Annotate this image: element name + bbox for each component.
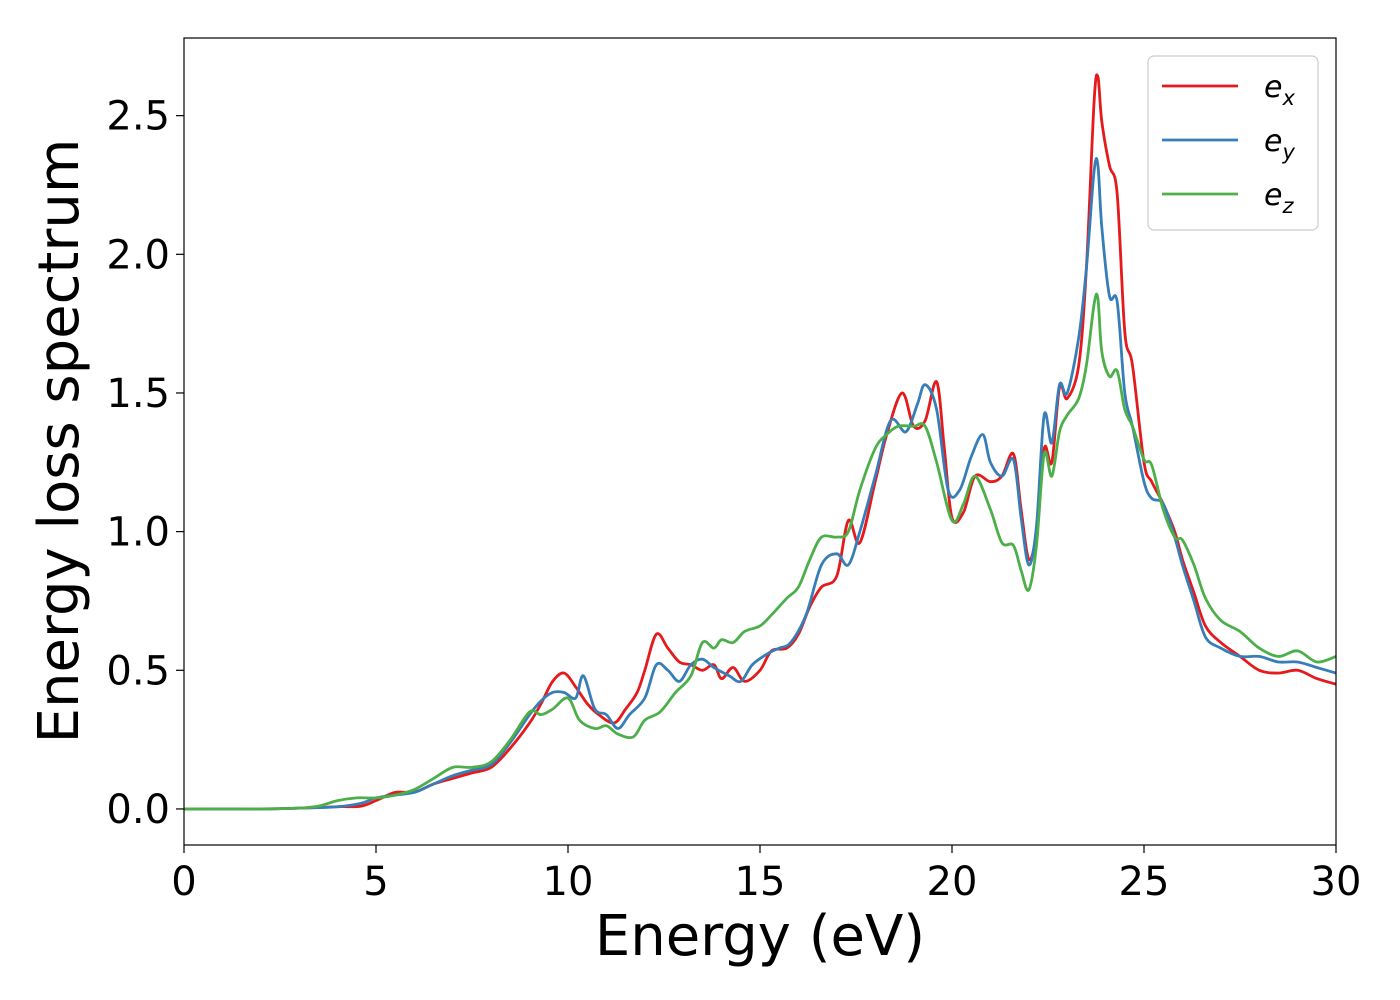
y-axis: 0.0 0.5 1.0 1.5 2.0 2.5 <box>106 94 184 833</box>
series-layer <box>183 73 1337 811</box>
x-tick-label: 30 <box>1311 859 1362 905</box>
plot-background <box>184 38 1336 845</box>
x-tick-label: 15 <box>735 859 786 905</box>
x-tick-label: 0 <box>171 859 196 905</box>
y-tick-label: 0.0 <box>106 787 170 833</box>
legend-label-x: ex <box>1264 70 1295 110</box>
legend-label-y: ey <box>1264 124 1295 164</box>
y-tick-label: 2.0 <box>106 232 170 278</box>
y-tick-label: 0.5 <box>106 648 170 694</box>
legend-label-z: ez <box>1264 178 1294 218</box>
x-tick-label: 25 <box>1119 859 1170 905</box>
legend: ex ey ez <box>1147 55 1319 231</box>
y-tick-label: 2.5 <box>106 94 170 140</box>
legend-frame <box>1147 55 1319 231</box>
series-line-z <box>183 292 1337 811</box>
x-axis: 0 5 10 15 20 25 30 <box>171 845 1361 905</box>
x-axis-title: Energy (eV) <box>595 904 925 969</box>
y-tick-label: 1.5 <box>106 371 170 417</box>
x-tick-label: 20 <box>927 859 978 905</box>
y-tick-label: 1.0 <box>106 510 170 556</box>
y-axis-title: Energy loss spectrum <box>27 139 92 744</box>
x-tick-label: 5 <box>363 859 388 905</box>
x-tick-label: 10 <box>543 859 594 905</box>
